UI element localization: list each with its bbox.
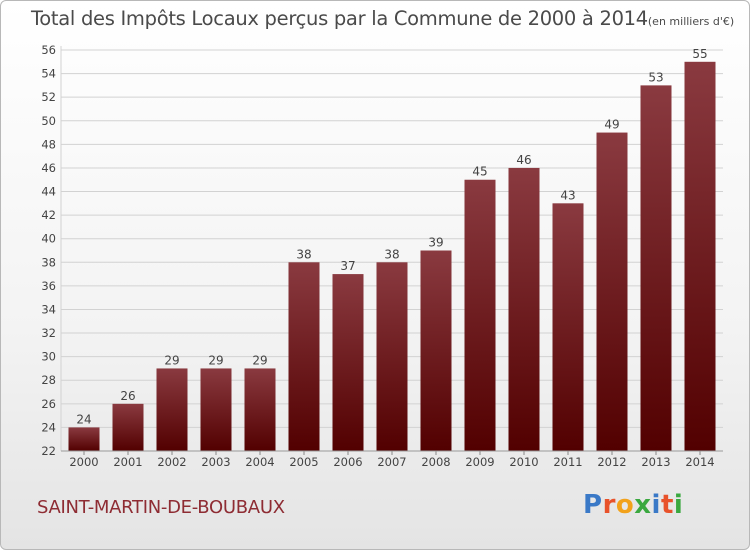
x-tick-label: 2006	[333, 455, 362, 469]
y-tick-label: 50	[41, 114, 56, 128]
x-tick-label: 2012	[597, 455, 626, 469]
y-tick-label: 42	[41, 208, 56, 222]
data-label: 24	[76, 412, 91, 426]
data-label: 37	[340, 259, 355, 273]
logo-letter: r	[602, 490, 616, 520]
bar-2005[interactable]	[288, 262, 320, 451]
y-tick-label: 22	[41, 444, 56, 458]
y-tick-label: 32	[41, 326, 56, 340]
logo-letter: x	[634, 490, 652, 520]
y-tick-label: 26	[41, 397, 56, 411]
x-tick-label: 2003	[201, 455, 230, 469]
data-label: 55	[692, 47, 707, 61]
y-tick-label: 56	[41, 43, 56, 57]
logo-letter: t	[660, 490, 674, 520]
chart-title-unit: (en milliers d'€)	[647, 15, 735, 28]
x-tick-label: 2011	[553, 455, 582, 469]
commune-name: SAINT-MARTIN-DE-BOUBAUX	[37, 497, 285, 518]
data-label: 45	[472, 165, 487, 179]
data-label: 43	[560, 188, 575, 202]
bars	[68, 61, 716, 452]
data-labels: 24 26 29 29 29 38 37 38 39 45 46 43 49 53 55	[76, 47, 707, 427]
data-label: 38	[384, 247, 399, 261]
bar-2000[interactable]	[68, 427, 100, 451]
bar-2011[interactable]	[552, 203, 584, 451]
data-label: 29	[208, 353, 223, 367]
data-label: 26	[120, 389, 135, 403]
y-axis-ticks: 22 24 26 28 30 32 34 36 38 40 42 44 46 48 50 52 54 56	[41, 43, 56, 458]
bar-2004[interactable]	[244, 368, 276, 451]
bar-2003[interactable]	[200, 368, 232, 451]
x-tick-label: 2009	[465, 455, 494, 469]
x-tick-label: 2014	[685, 455, 714, 469]
bar-2009[interactable]	[464, 179, 496, 451]
data-label: 53	[648, 70, 663, 84]
bar-2014[interactable]	[684, 61, 716, 451]
data-label: 29	[164, 353, 179, 367]
x-tick-label: 2000	[69, 455, 98, 469]
x-axis-ticks: 2000 2001 2002 2003 2004 2005 2006 2007 2008 2009…	[61, 450, 723, 469]
bar-2013[interactable]	[640, 85, 672, 451]
bar-2006[interactable]	[332, 274, 364, 451]
logo-letter: P	[583, 490, 603, 520]
y-tick-label: 40	[41, 232, 56, 246]
x-tick-label: 2001	[113, 455, 142, 469]
x-tick-label: 2007	[377, 455, 406, 469]
y-tick-label: 44	[41, 185, 56, 199]
bar-2001[interactable]	[112, 403, 144, 451]
data-label: 39	[428, 236, 443, 250]
y-tick-label: 34	[41, 302, 56, 316]
logo-letter: i	[673, 490, 684, 520]
y-tick-label: 46	[41, 161, 56, 175]
proxiti-logo[interactable]: Proxiti	[583, 490, 683, 520]
data-label: 49	[604, 118, 619, 132]
y-tick-label: 54	[41, 67, 56, 81]
x-tick-label: 2013	[641, 455, 670, 469]
bar-2008[interactable]	[420, 250, 452, 452]
bar-2007[interactable]	[376, 262, 408, 451]
bar-2012[interactable]	[596, 132, 628, 451]
y-tick-label: 48	[41, 137, 56, 151]
bar-2002[interactable]	[156, 368, 188, 451]
chart-title: Total des Impôts Locaux perçus par la Co…	[31, 7, 734, 30]
bar-2010[interactable]	[508, 167, 540, 452]
y-tick-label: 52	[41, 90, 56, 104]
logo-letter: o	[615, 490, 635, 520]
x-tick-label: 2008	[421, 455, 450, 469]
x-tick-label: 2004	[245, 455, 274, 469]
y-tick-label: 24	[41, 420, 56, 434]
data-label: 38	[296, 247, 311, 261]
chart-title-main: Total des Impôts Locaux perçus par la Co…	[31, 7, 648, 30]
x-tick-label: 2010	[509, 455, 538, 469]
y-tick-label: 28	[41, 373, 56, 387]
x-tick-label: 2005	[289, 455, 318, 469]
y-tick-label: 38	[41, 255, 56, 269]
y-tick-label: 36	[41, 279, 56, 293]
data-label: 46	[516, 153, 531, 167]
logo-letter: i	[651, 490, 661, 520]
data-label: 29	[252, 353, 267, 367]
x-tick-label: 2002	[157, 455, 186, 469]
y-tick-label: 30	[41, 350, 56, 364]
